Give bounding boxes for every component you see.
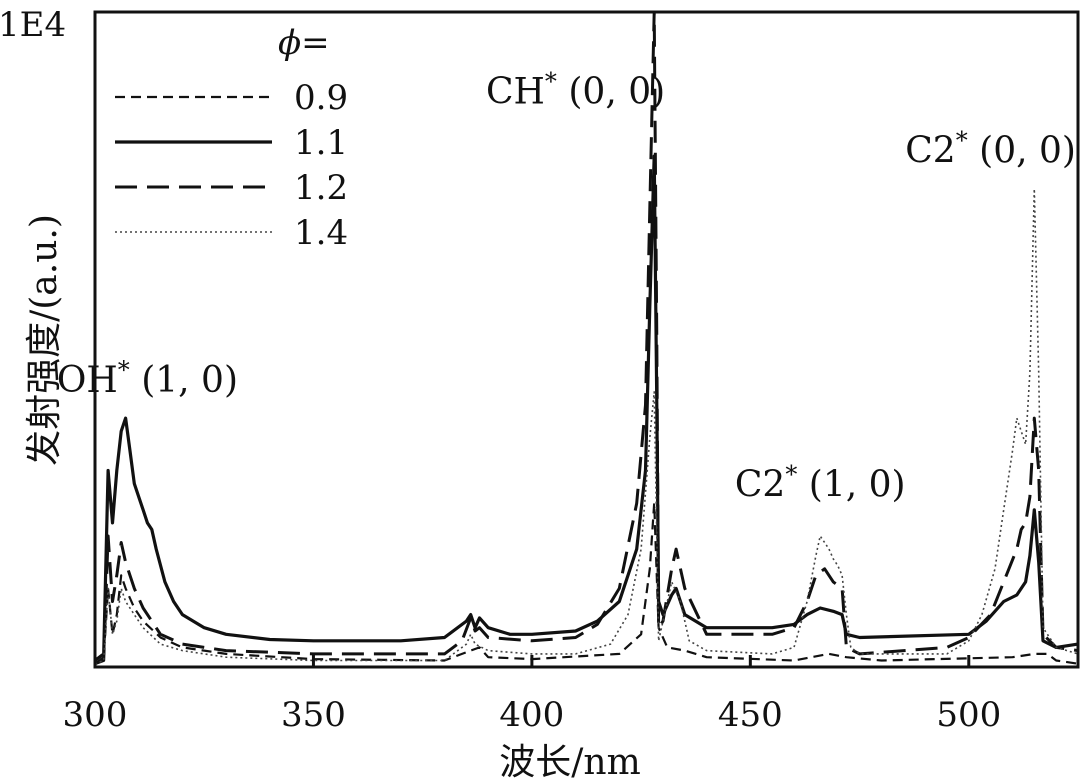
series-line-1.2	[94, 10, 1079, 666]
legend-label-1.1: 1.1	[294, 123, 348, 163]
y-multiplier-label: 1E4	[0, 5, 66, 45]
annotation-1: OH* (1, 0)	[57, 356, 238, 401]
x-tick-label-450: 450	[718, 695, 783, 735]
peak-annotations: OH* (1, 0) CH* (0, 0) C2* (1, 0) C2* (0, 0)	[57, 68, 1076, 506]
x-tick-label-300: 300	[63, 695, 128, 735]
annotation-4: C2* (0, 0)	[905, 127, 1076, 172]
legend-title: ϕ=	[278, 23, 330, 63]
x-tick-label-500: 500	[936, 695, 1001, 735]
x-tick-label-350: 350	[281, 695, 346, 735]
x-axis-ticks: 300 350 400 450 500	[63, 655, 1001, 735]
y-axis-title: 发射强度/(a.u.)	[24, 214, 65, 466]
series-line-1.4	[94, 188, 1079, 665]
series-line-0.9	[94, 502, 1079, 665]
plot-frame	[93, 10, 1080, 669]
legend-label-1.4: 1.4	[294, 213, 348, 253]
legend-label-1.2: 1.2	[294, 168, 348, 208]
x-axis-title: 波长/nm	[499, 742, 640, 783]
annotation-3: C2* (1, 0)	[735, 461, 906, 506]
series-line-1.1	[94, 154, 1079, 662]
annotation-2: CH* (0, 0)	[486, 68, 665, 113]
legend-label-0.9: 0.9	[294, 78, 348, 118]
legend: ϕ= 0.9 1.1 1.2 1.4	[115, 23, 348, 253]
x-tick-label-400: 400	[499, 695, 564, 735]
